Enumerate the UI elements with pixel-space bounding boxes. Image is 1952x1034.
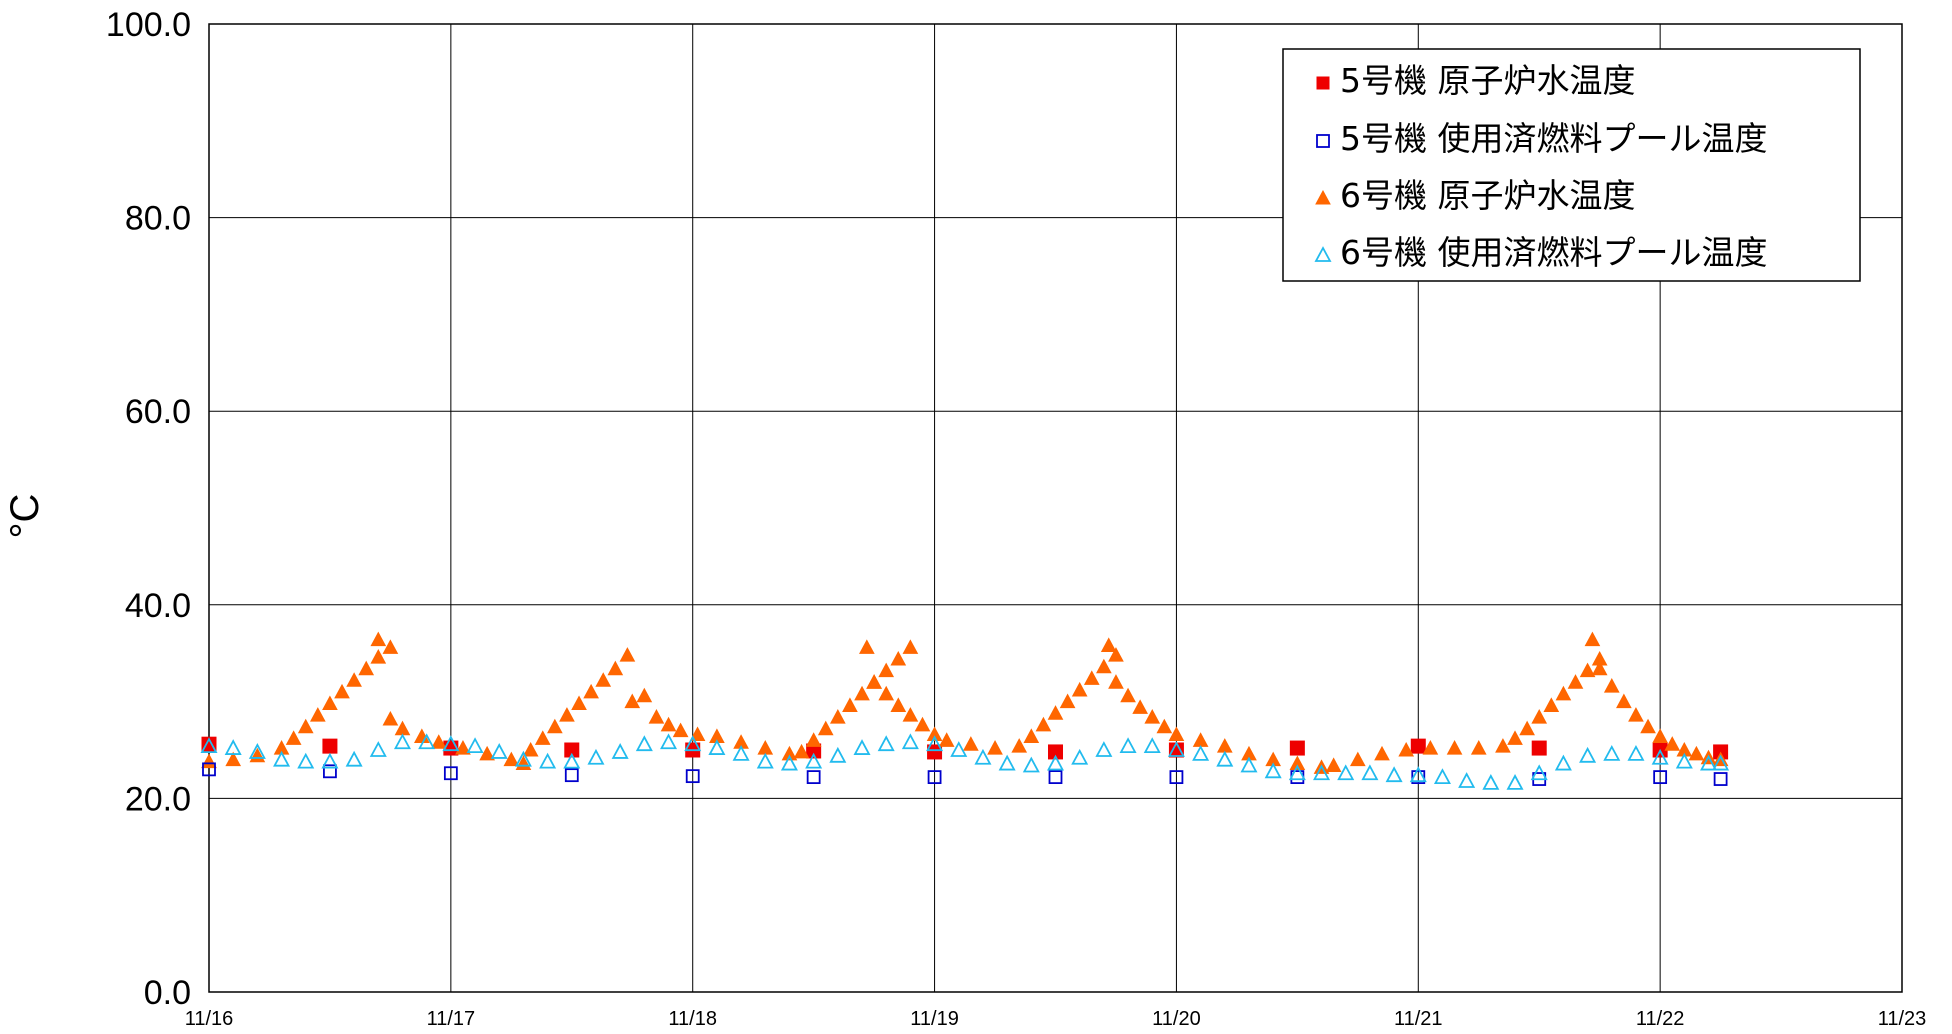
- legend-marker-5-reactor: [1317, 77, 1329, 89]
- legend-label-5-pool: 5号機 使用済燃料プール温度: [1340, 119, 1768, 158]
- x-tick-label: 11/18: [668, 1008, 717, 1030]
- y-tick-label: 100.0: [106, 6, 191, 44]
- x-tick-label: 11/22: [1636, 1008, 1685, 1030]
- x-tick-label: 11/20: [1152, 1008, 1201, 1030]
- point-5-reactor-temp: [1169, 743, 1183, 757]
- legend-label-6-reactor: 6号機 原子炉水温度: [1340, 176, 1636, 215]
- x-tick-label: 11/23: [1878, 1008, 1927, 1030]
- point-5-reactor-temp: [323, 739, 337, 753]
- legend-label-6-pool: 6号機 使用済燃料プール温度: [1340, 233, 1768, 272]
- y-tick-label: 40.0: [125, 587, 191, 625]
- point-5-reactor-temp: [1532, 741, 1546, 755]
- point-5-reactor-temp: [1411, 739, 1425, 753]
- y-tick-label: 60.0: [125, 393, 191, 431]
- y-axis-label: °C: [3, 494, 47, 539]
- legend-marker-icon: [1317, 77, 1329, 89]
- legend-label-5-reactor: 5号機 原子炉水温度: [1340, 61, 1636, 100]
- legend-item-6-pool: 6号機 使用済燃料プール温度: [1316, 233, 1768, 272]
- x-tick-label: 11/19: [910, 1008, 959, 1030]
- x-tick-label: 11/17: [427, 1008, 476, 1030]
- y-tick-label: 20.0: [125, 780, 191, 818]
- legend-item-5-pool: 5号機 使用済燃料プール温度: [1317, 119, 1768, 158]
- x-tick-label: 11/16: [185, 1008, 234, 1030]
- point-5-reactor-temp: [1290, 741, 1304, 755]
- legend-item-6-reactor: 6号機 原子炉水温度: [1316, 176, 1636, 215]
- y-tick-label: 0.0: [144, 974, 191, 1012]
- x-tick-label: 11/21: [1394, 1008, 1443, 1030]
- y-tick-label: 80.0: [125, 200, 191, 238]
- legend: 5号機 原子炉水温度 5号機 使用済燃料プール温度 6号機 原子炉水温度 6号機…: [1283, 49, 1860, 281]
- legend-item-5-reactor: 5号機 原子炉水温度: [1317, 61, 1636, 100]
